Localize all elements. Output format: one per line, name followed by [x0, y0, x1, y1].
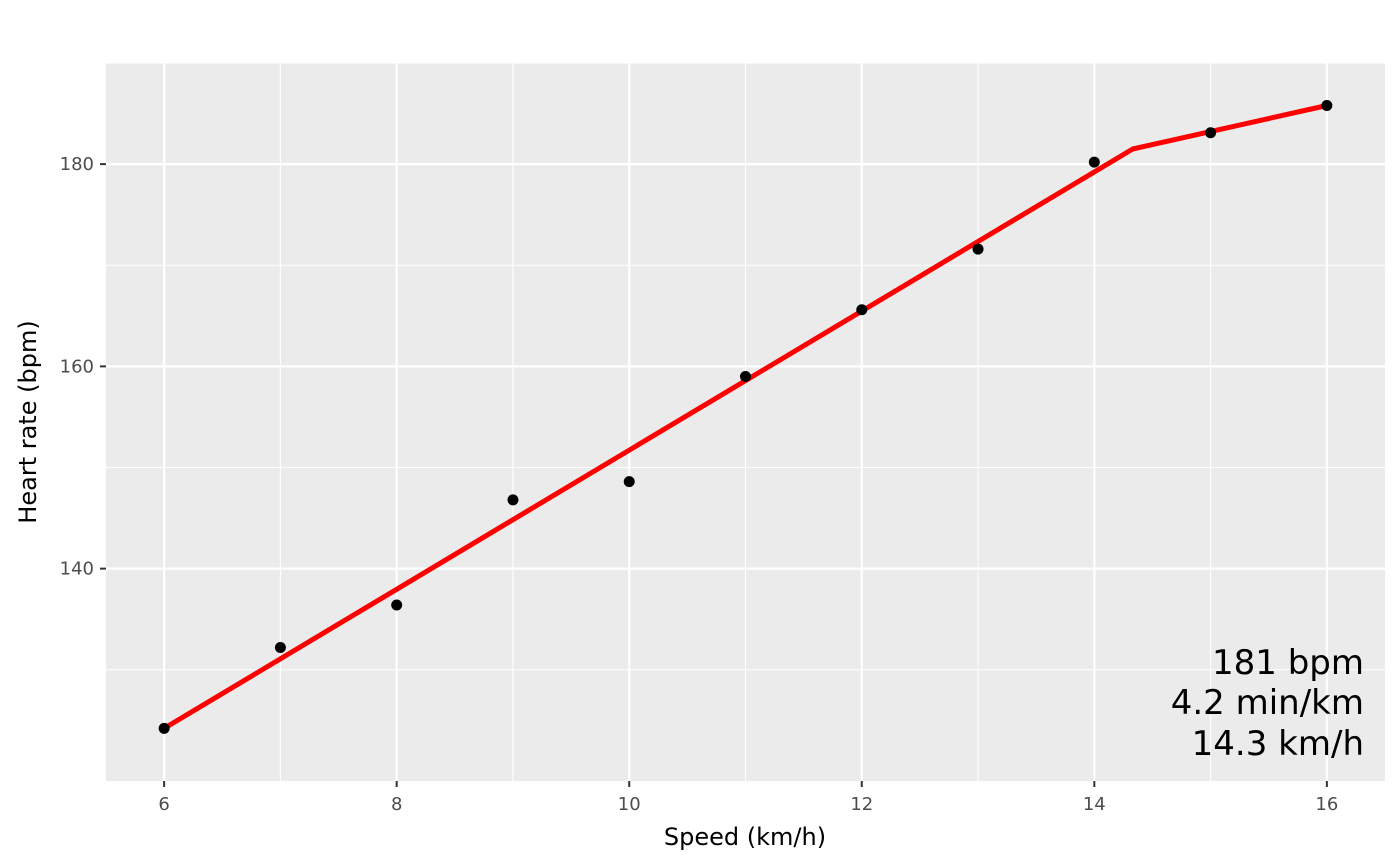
data-points [158, 99, 1333, 734]
grid-minor [106, 62, 1385, 781]
y-tick-label: 180 [60, 154, 94, 175]
annotation: 181 bpm 4.2 min/km 14.3 km/h [1171, 643, 1364, 764]
x-axis-title: Speed (km/h) [664, 823, 826, 851]
y-axis-title: Heart rate (bpm) [14, 320, 42, 523]
data-point [1088, 156, 1100, 168]
data-point [856, 304, 868, 316]
x-tick-label: 16 [1315, 794, 1338, 815]
data-point [1205, 127, 1217, 139]
annotation-line-speed: 14.3 km/h [1192, 724, 1364, 764]
fit-line-path [162, 103, 1328, 731]
grid-major [106, 63, 1385, 781]
annotation-line-pace: 4.2 min/km [1171, 683, 1364, 723]
x-tick-labels: 6 8 10 12 14 16 [158, 794, 1338, 815]
y-tick-label: 140 [60, 559, 94, 580]
y-tick-labels: 140 160 180 [60, 154, 94, 580]
fit-line [162, 103, 1328, 731]
x-tick-label: 8 [391, 794, 402, 815]
data-point [740, 370, 751, 382]
data-point [507, 494, 519, 506]
annotation-line-heart-rate: 181 bpm [1212, 643, 1364, 683]
data-point [972, 243, 984, 255]
axis-ticks [100, 163, 1328, 787]
y-tick-label: 160 [60, 356, 94, 377]
data-point [274, 642, 286, 654]
data-point [623, 476, 635, 488]
data-point [391, 599, 403, 611]
x-tick-label: 10 [618, 794, 641, 815]
data-point [1321, 99, 1333, 111]
x-tick-label: 14 [1083, 794, 1106, 815]
x-tick-label: 12 [850, 794, 873, 815]
x-tick-label: 6 [158, 794, 169, 815]
data-point [158, 722, 170, 734]
